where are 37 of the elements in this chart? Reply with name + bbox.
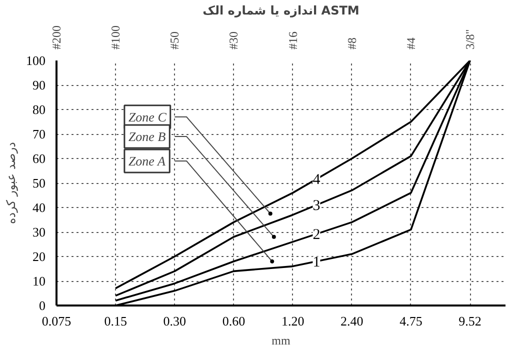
y-tick-label: 70: [32, 126, 46, 142]
y-tick-label: 90: [32, 78, 46, 92]
annotation: Zone C: [128, 109, 167, 124]
y-tick-label: 80: [32, 102, 46, 117]
text: 3/8": [463, 29, 478, 50]
y-tick-label: 30: [32, 224, 46, 240]
text: #8: [344, 38, 359, 50]
series-label: 1: [312, 254, 320, 270]
y-tick-label: 0: [39, 298, 46, 313]
text: #30: [226, 32, 241, 50]
y-tick-label: 60: [32, 151, 46, 166]
x-tick-label: 0.60: [222, 314, 246, 328]
y-axis-title: درصد عبور کرده: [4, 142, 18, 224]
text: #50: [168, 32, 182, 50]
text: #200: [50, 26, 64, 50]
series-label: 3: [312, 198, 320, 214]
annotation: Zone A: [128, 153, 166, 168]
y-tick-label: 20: [32, 249, 46, 264]
x-tick-label: 2.40: [340, 314, 364, 328]
series-label: 2: [312, 226, 320, 243]
annotation: Zone B: [128, 128, 166, 144]
x-tick-label: 0.15: [104, 314, 127, 328]
text: #100: [108, 26, 123, 50]
text: #4: [404, 38, 418, 50]
y-tick-label: 50: [32, 176, 46, 190]
x-tick-label: 1.20: [281, 314, 304, 328]
x2-axis-title: اندازه یا شماره الک ASTM: [202, 4, 360, 18]
x-axis-title: mm: [272, 334, 291, 348]
x-tick-label: 0.30: [163, 314, 186, 328]
x-tick-label: 9.52: [458, 314, 482, 328]
y-tick-label: 10: [32, 274, 46, 288]
y-tick-label: 40: [32, 200, 46, 215]
text: #16: [286, 32, 300, 50]
y-tick-label: 100: [26, 53, 46, 68]
series-label: 4: [312, 172, 321, 188]
x-tick-label: 4.75: [400, 314, 422, 328]
x-tick-label: 0.075: [42, 314, 72, 328]
